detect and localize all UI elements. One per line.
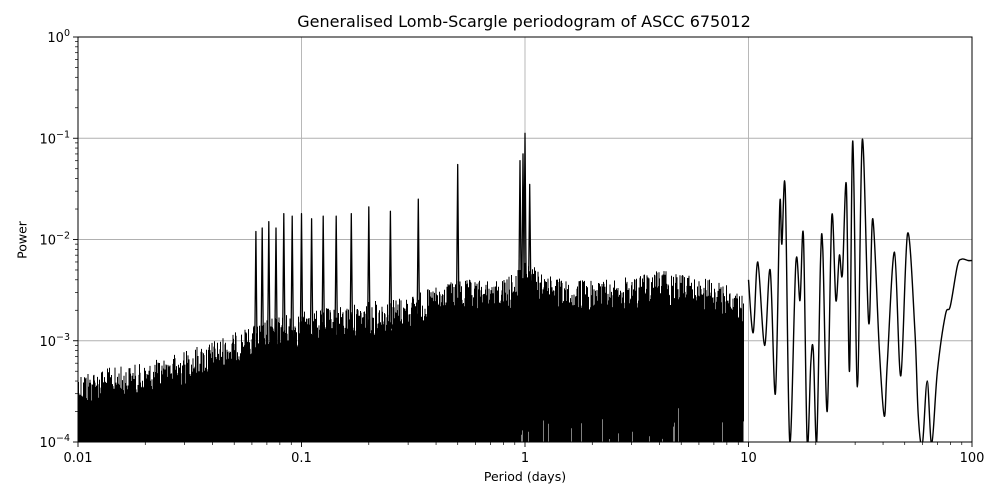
x-axis-label: Period (days) xyxy=(483,469,567,484)
periodogram-series xyxy=(78,132,972,442)
x-tick-label: 10 xyxy=(740,451,757,466)
axis-tick-labels: 0.01 0.1 1 10 100 10−4 10−3 10−2 10−1 100 xyxy=(39,28,984,466)
axis-ticks xyxy=(73,36,973,447)
y-tick-label: 100 xyxy=(47,28,70,46)
y-tick-label: 10−1 xyxy=(39,129,70,147)
x-tick-label: 1 xyxy=(521,451,529,466)
x-tick-label: 0.1 xyxy=(291,451,312,466)
y-tick-label: 10−4 xyxy=(39,433,70,451)
y-tick-label: 10−2 xyxy=(39,231,70,249)
chart-title: Generalised Lomb-Scargle periodogram of … xyxy=(297,12,751,31)
x-tick-label: 0.01 xyxy=(64,451,93,466)
y-tick-label: 10−3 xyxy=(39,332,70,350)
x-tick-label: 100 xyxy=(960,451,985,466)
